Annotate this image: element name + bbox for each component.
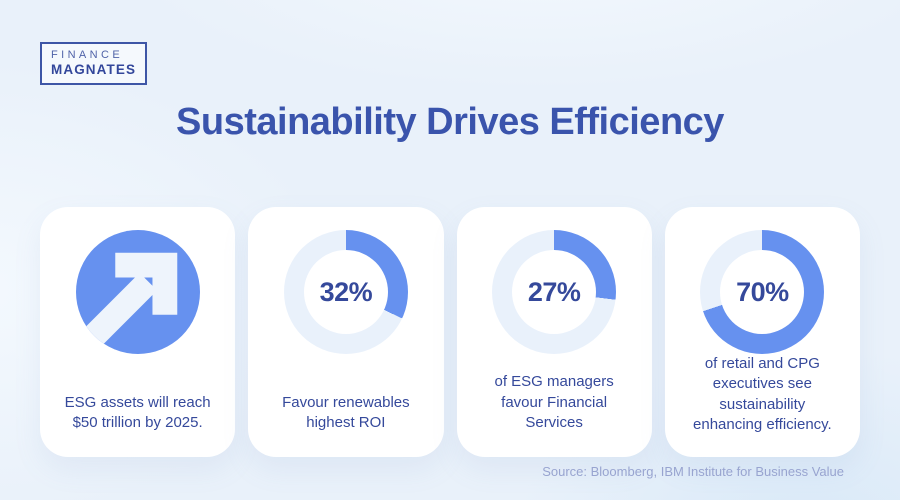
donut-hole: 27%	[512, 250, 597, 334]
percent-value: 27%	[527, 276, 581, 307]
trend-up-arrow-svg	[75, 230, 200, 354]
logo-line-finance: FINANCE	[51, 49, 124, 61]
stat-card-renewables-roi: 32% Favour renewables highest ROI	[248, 207, 444, 457]
percent-value: 70%	[736, 276, 789, 307]
donut-chart-70: 70%	[700, 230, 825, 354]
stat-caption: of ESG managers favour Financial Service…	[494, 373, 614, 431]
logo-line-magnates: MAGNATES	[51, 61, 137, 77]
page-title: Sustainability Drives Efficiency	[176, 101, 724, 143]
stat-caption: ESG assets will reach $50 trillion by 20…	[64, 393, 211, 431]
source-attribution: Source: Bloomberg, IBM Institute for Bus…	[542, 464, 844, 479]
stat-card-esg-managers: 27% of ESG managers favour Financial Ser…	[456, 207, 652, 457]
donut-hole: 32%	[303, 250, 388, 334]
finance-magnates-logo: FINANCE MAGNATES	[40, 42, 148, 86]
donut-hole: 70%	[720, 250, 805, 334]
stat-card-esg-assets: ESG assets will reach $50 trillion by 20…	[40, 207, 236, 457]
stat-cards-row: ESG assets will reach $50 trillion by 20…	[40, 207, 860, 457]
donut-chart-27: 27%	[492, 230, 617, 354]
trend-up-arrow-icon	[75, 230, 200, 354]
stat-caption: of retail and CPG executives see sustain…	[693, 355, 832, 433]
stat-caption: Favour renewables highest ROI	[282, 393, 410, 431]
percent-value: 32%	[319, 276, 373, 307]
stat-card-retail-cpg: 70% of retail and CPG executives see sus…	[664, 207, 860, 457]
donut-chart-32: 32%	[283, 230, 408, 354]
